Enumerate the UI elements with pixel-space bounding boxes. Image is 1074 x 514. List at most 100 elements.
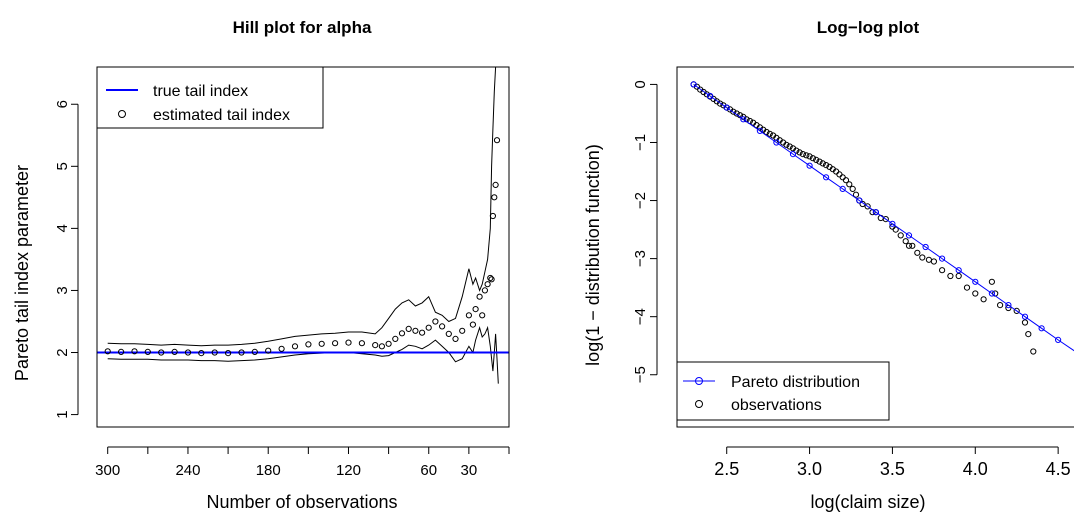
observation-point [813, 156, 820, 163]
pareto-point [1055, 336, 1062, 343]
observation-point [766, 130, 773, 137]
estimate-point [432, 318, 439, 325]
estimate-point [493, 137, 501, 144]
observation-point [902, 238, 909, 245]
loglog-y-tick-label: 0 [632, 80, 649, 88]
observation-point [864, 203, 871, 210]
estimate-point [487, 274, 494, 282]
estimate-point [278, 345, 285, 352]
loglog-x-tick-label: 4.0 [963, 459, 988, 479]
estimate-point [412, 327, 419, 334]
pareto-point [839, 185, 846, 192]
hill-plot-legend: true tail index estimated tail index [96, 66, 324, 129]
estimate-point [476, 293, 483, 300]
estimate-point [445, 330, 452, 337]
observation-point [905, 242, 913, 249]
estimate-point [491, 194, 498, 201]
observation-point [733, 110, 740, 117]
observation-point [925, 256, 933, 263]
estimate-point [104, 348, 111, 355]
observation-point [947, 272, 954, 280]
observation-point [859, 200, 866, 208]
observation-point [803, 152, 810, 159]
pareto-point [905, 232, 913, 239]
legend-estimated-label: estimated tail index [153, 107, 290, 124]
estimate-point [225, 350, 232, 357]
observation-point [1025, 331, 1032, 338]
estimate-point [131, 348, 138, 355]
observation-point [988, 278, 996, 285]
observation-point [897, 232, 904, 239]
lower-band-line [107, 325, 499, 384]
observation-point [783, 141, 790, 148]
estimate-point [358, 340, 365, 347]
loglog-x-tick-label: 3.0 [797, 459, 822, 479]
loglog-y-tick-label: −3 [632, 250, 649, 267]
observation-point [816, 158, 823, 165]
observation-point [914, 249, 921, 256]
observation-point [849, 185, 856, 192]
observation-point [836, 171, 843, 178]
observation-point [909, 242, 916, 249]
estimate-point [392, 335, 399, 342]
pareto-point [789, 151, 797, 158]
pareto-point [756, 127, 764, 134]
legend-observations-label: observations [731, 397, 822, 414]
loglog-plot-axes: 2.5 3.0 3.5 4.0 4.5 0 −1 −2 −3 −4 −5 [632, 80, 1071, 479]
pareto-point [1038, 325, 1045, 332]
loglog-y-tick-label: −4 [632, 308, 649, 325]
pareto-point [1021, 313, 1029, 320]
pareto-point [806, 162, 813, 169]
estimate-point [459, 327, 466, 334]
hill-y-tick-label: 6 [54, 100, 71, 108]
estimate-point [238, 349, 245, 356]
estimate-point [251, 348, 258, 355]
loglog-plot-legend-box [676, 361, 890, 421]
loglog-y-tick-label: −5 [632, 366, 649, 383]
loglog-plot-xlabel: log(claim size) [810, 492, 925, 512]
estimate-point [439, 323, 446, 330]
estimate-point [469, 321, 476, 328]
hill-y-tick-label: 5 [54, 162, 71, 170]
hill-x-tick-label: 300 [95, 462, 120, 479]
estimate-point [372, 342, 379, 349]
estimate-point [488, 276, 495, 283]
estimate-point [118, 348, 125, 355]
legend-true-index-label: true tail index [153, 83, 248, 100]
loglog-plot-panel: Log−log plot log(claim size) log(1 − dis… [583, 18, 1074, 512]
observation-point [980, 296, 987, 303]
estimate-point [318, 340, 325, 347]
estimate-point [481, 287, 488, 294]
estimate-point [398, 330, 406, 337]
pareto-point [856, 197, 863, 204]
observation-point [997, 302, 1004, 309]
hill-y-tick-label: 4 [54, 224, 71, 232]
hill-plot-title: Hill plot for alpha [233, 18, 372, 37]
pareto-point [922, 243, 929, 251]
estimate-point [452, 335, 459, 342]
estimate-point [425, 324, 432, 331]
estimate-point [144, 348, 151, 355]
hill-y-tick-label: 3 [54, 286, 71, 294]
pareto-point [823, 174, 830, 181]
estimate-point [305, 341, 312, 348]
estimate-point [211, 349, 218, 356]
pareto-point [872, 209, 880, 216]
pareto-point [972, 278, 979, 285]
observation-point [846, 181, 853, 188]
hill-plot-axes: 300 240 180 120 60 30 1 2 3 4 5 6 [54, 100, 510, 479]
estimate-point [265, 347, 272, 354]
pareto-line [693, 83, 1074, 352]
observation-point [806, 153, 813, 160]
pareto-point [773, 139, 780, 146]
observation-point [919, 254, 926, 261]
estimate-point [419, 329, 426, 336]
loglog-plot-area [690, 81, 1074, 355]
hill-plot-legend-box [96, 66, 324, 129]
observation-point [809, 155, 817, 162]
observation-point [963, 284, 971, 291]
observation-point [972, 290, 979, 297]
estimate-point [479, 312, 486, 319]
estimate-point [184, 349, 192, 356]
